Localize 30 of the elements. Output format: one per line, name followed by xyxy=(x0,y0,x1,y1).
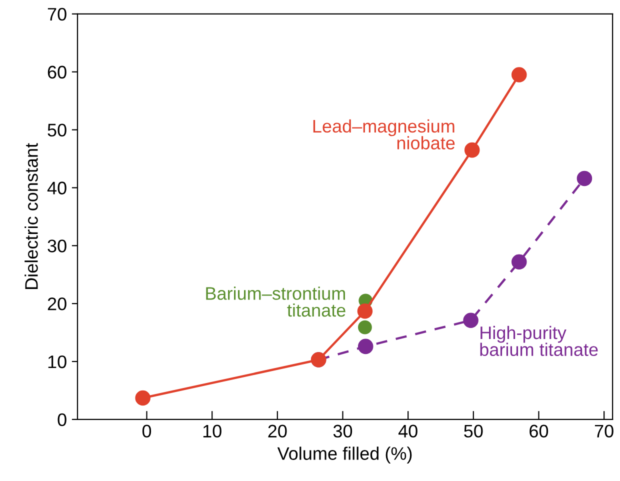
point xyxy=(576,170,592,186)
x-tick-label: 50 xyxy=(464,424,483,438)
series-label: Barium–strontium titanate xyxy=(206,286,346,317)
y-tick-label: 70 xyxy=(48,8,66,21)
y-tick-label: 0 xyxy=(58,413,66,426)
y-axis-title: Dielectric constant xyxy=(24,143,38,289)
x-tick-label: 30 xyxy=(333,424,352,438)
point xyxy=(464,142,480,158)
y-tick-label: 50 xyxy=(48,124,66,137)
point xyxy=(135,390,150,406)
x-axis-title: Volume filled (%) xyxy=(277,446,412,464)
x-tick-label: 0 xyxy=(142,424,152,438)
point xyxy=(358,338,374,354)
series-label: High-purity barium titanate xyxy=(480,326,598,356)
x-tick-label: 10 xyxy=(203,424,222,438)
x-tick-label: 40 xyxy=(398,424,418,438)
y-tick-label: 20 xyxy=(48,298,66,310)
x-tick-label: 70 xyxy=(594,424,614,438)
y-tick-label: 10 xyxy=(48,355,66,368)
y-tick-label: 40 xyxy=(47,182,66,194)
point xyxy=(512,67,527,82)
point xyxy=(463,312,478,328)
x-tick-label: 60 xyxy=(530,424,548,438)
point xyxy=(358,320,372,334)
x-tick-label: 20 xyxy=(268,424,287,438)
point xyxy=(357,303,373,319)
y-tick-label: 60 xyxy=(48,66,66,79)
point xyxy=(512,254,527,270)
series-label: Lead–magnesium niobate xyxy=(313,119,455,150)
y-tick-label: 30 xyxy=(48,240,66,252)
